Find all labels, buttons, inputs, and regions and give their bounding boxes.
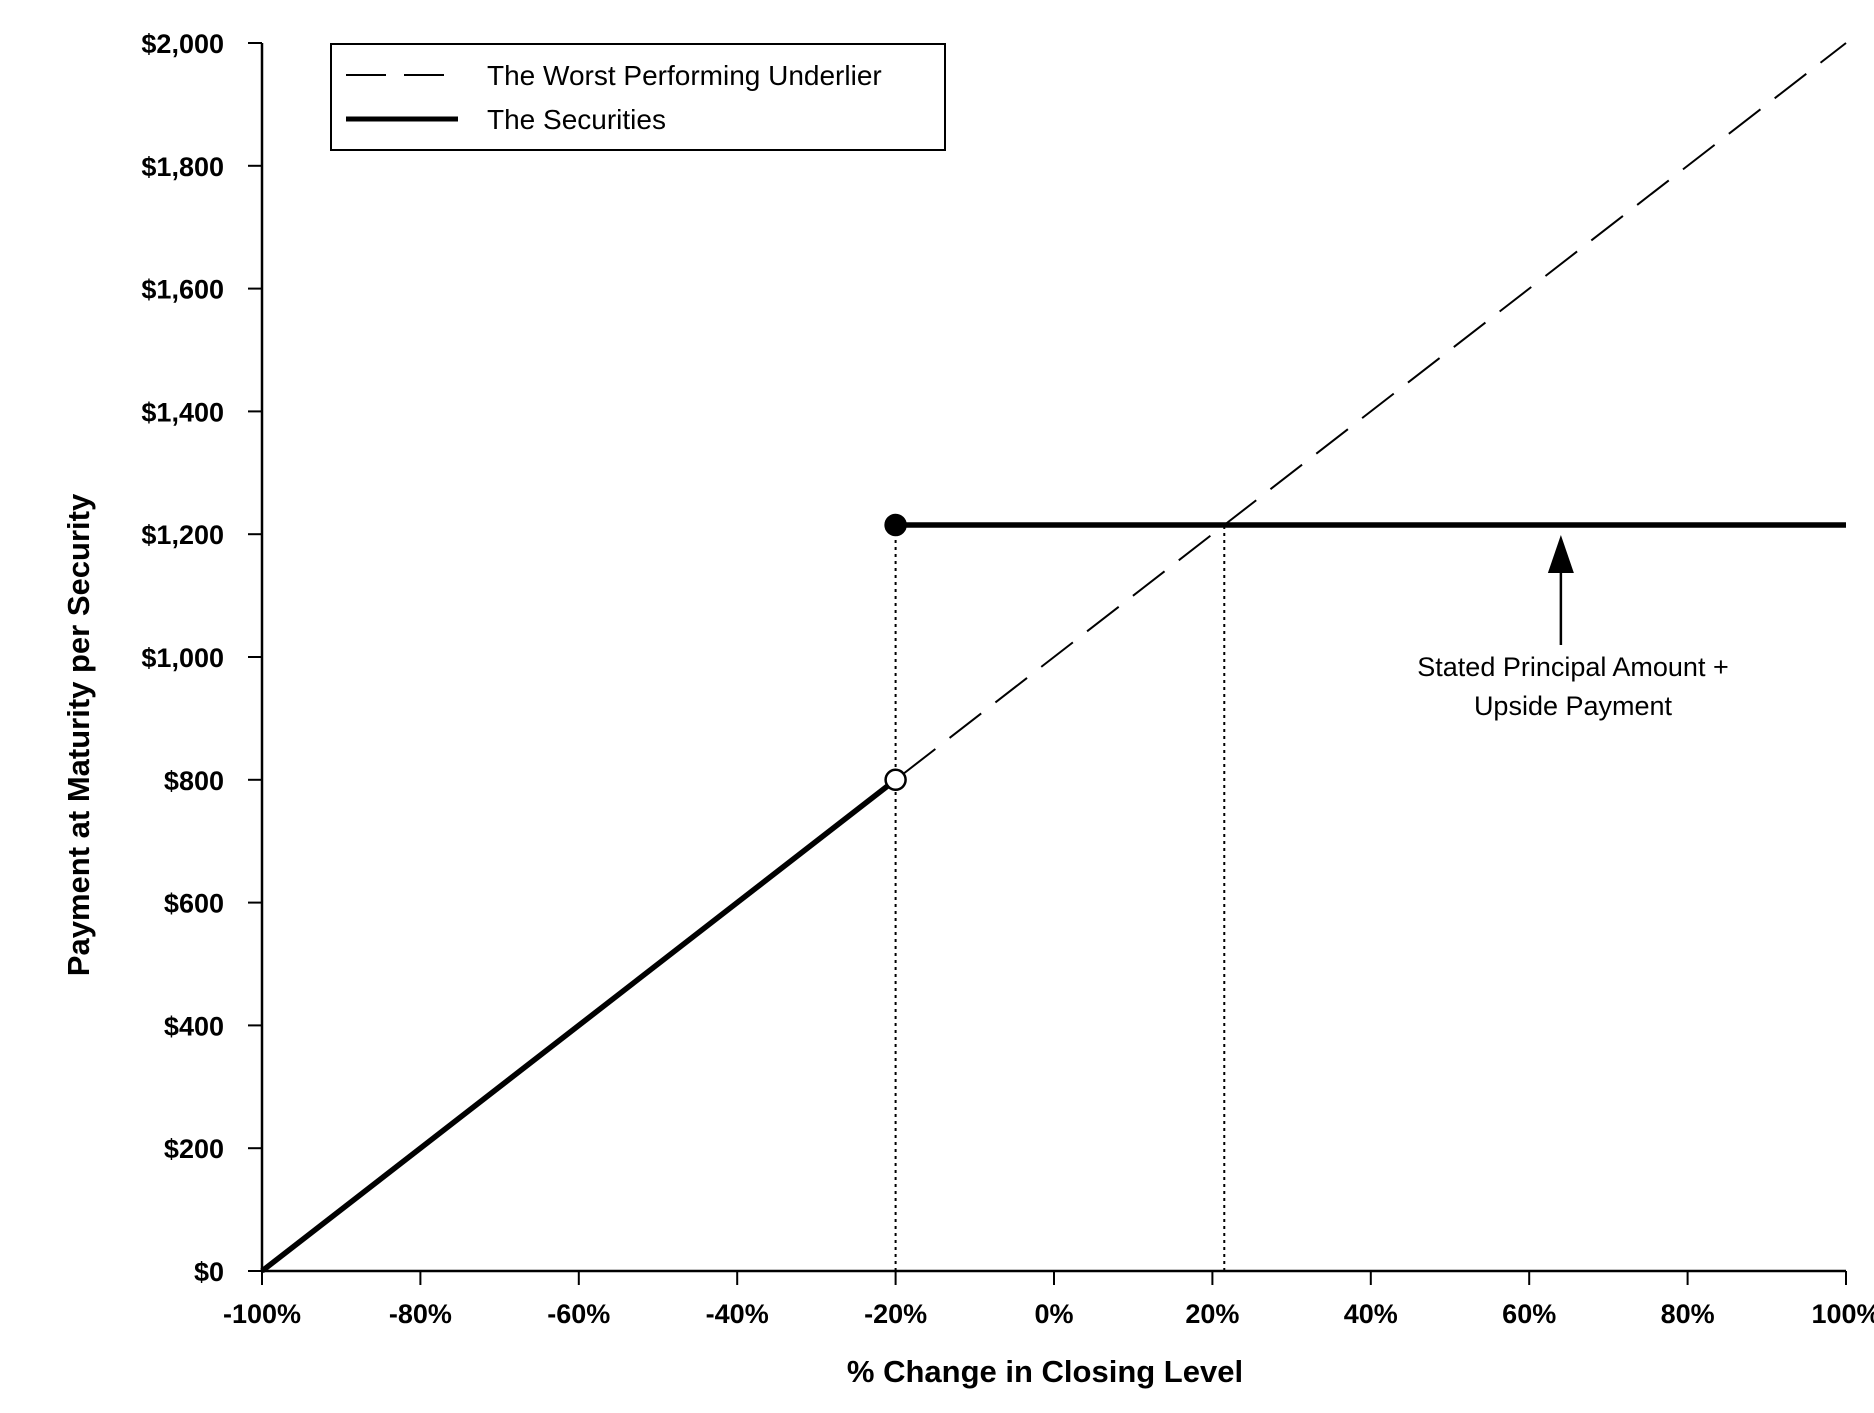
y-tick-label: $400 <box>164 1011 224 1041</box>
x-tick-label: -100% <box>223 1299 301 1329</box>
axes <box>248 42 1847 1285</box>
annotation-arrow-head <box>1547 534 1574 573</box>
tick-labels: -100% -80% -60% -40% -20% 0% 20% 40% 60% 80% 100% $… <box>141 29 1874 1329</box>
series-segment-securities <box>260 777 898 1274</box>
x-tick-label: -80% <box>389 1299 452 1329</box>
y-tick-label: $800 <box>164 766 224 796</box>
y-tick-label: $1,800 <box>141 152 224 182</box>
x-tick-label: 0% <box>1034 1299 1073 1329</box>
legend-label-worst-performing-underlier: The Worst Performing Underlier <box>487 60 882 91</box>
y-axis-title: Payment at Maturity per Security <box>61 493 96 976</box>
filled-circle-marker <box>884 513 907 537</box>
y-tick-label: $200 <box>164 1134 224 1164</box>
x-tick-label: 20% <box>1185 1299 1239 1329</box>
x-tick-label: 40% <box>1344 1299 1398 1329</box>
y-tick-label: $1,400 <box>141 397 224 427</box>
y-tick-label: $1,000 <box>141 643 224 673</box>
y-tick-label: $0 <box>194 1257 224 1287</box>
x-tick-label: -20% <box>864 1299 927 1329</box>
x-tick-label: 100% <box>1811 1299 1874 1329</box>
reference-lines <box>894 524 1226 1271</box>
legend-label-securities: The Securities <box>487 104 666 135</box>
series-lines <box>260 42 1847 1274</box>
x-tick-label: -60% <box>547 1299 610 1329</box>
x-axis-title: % Change in Closing Level <box>847 1354 1243 1389</box>
annotation: Stated Principal Amount + Upside Payment <box>1417 534 1729 721</box>
y-tick-label: $600 <box>164 889 224 919</box>
x-tick-label: -40% <box>706 1299 769 1329</box>
x-tick-label: 60% <box>1502 1299 1556 1329</box>
series-line-worst-performing-underlier <box>261 42 1847 1272</box>
x-tick-label: 80% <box>1661 1299 1715 1329</box>
legend-box <box>330 43 946 151</box>
open-circle-marker <box>884 768 907 792</box>
annotation-text: Upside Payment <box>1474 691 1673 721</box>
y-tick-label: $2,000 <box>141 29 224 59</box>
annotation-text: Stated Principal Amount + <box>1417 652 1728 682</box>
y-tick-label: $1,600 <box>141 275 224 305</box>
legend: The Worst Performing Underlier The Secur… <box>330 43 946 151</box>
y-tick-label: $1,200 <box>141 520 224 550</box>
markers <box>884 513 907 792</box>
